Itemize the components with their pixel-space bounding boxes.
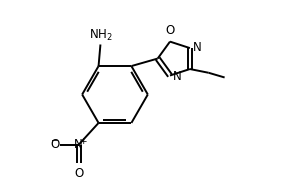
Text: N: N	[193, 41, 202, 54]
Text: O: O	[74, 167, 84, 180]
Text: O: O	[50, 138, 59, 151]
Text: +: +	[79, 137, 87, 146]
Text: N: N	[74, 138, 83, 151]
Text: O: O	[165, 25, 174, 37]
Text: N: N	[173, 70, 182, 83]
Text: −: −	[51, 136, 59, 146]
Text: NH$_2$: NH$_2$	[89, 28, 113, 43]
